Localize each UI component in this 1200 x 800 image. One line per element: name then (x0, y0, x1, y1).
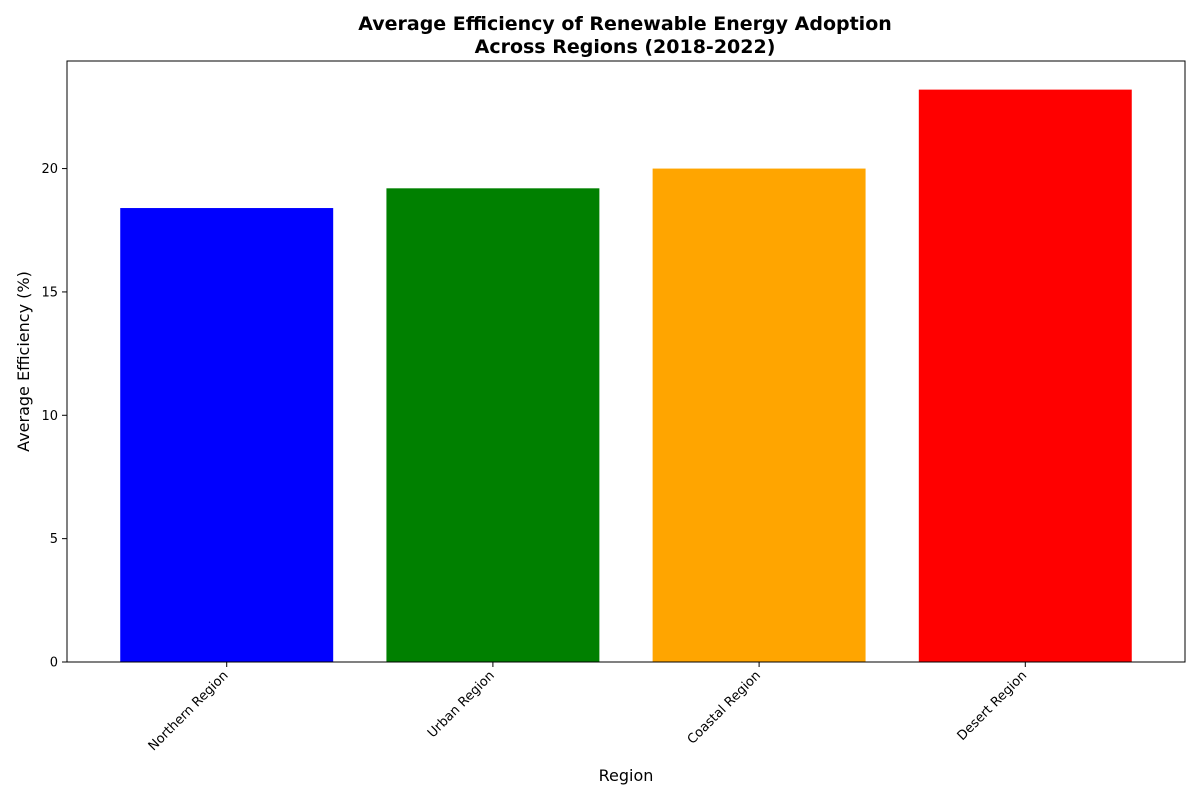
chart-title-line-2: Across Regions (2018-2022) (475, 36, 776, 58)
bars-group (120, 89, 1132, 663)
bar-coastal-region (652, 168, 866, 662)
x-axis-label: Region (599, 766, 654, 785)
bar-urban-region (386, 188, 600, 662)
y-tick-label: 15 (41, 285, 58, 300)
y-axis-label: Average Efficiency (%) (14, 271, 33, 452)
y-axis-ticks: 0 5 10 15 20 (41, 162, 67, 671)
y-tick-label: 10 (41, 409, 58, 424)
chart-title-line-1: Average Efficiency of Renewable Energy A… (358, 13, 892, 35)
y-tick-label: 20 (41, 162, 58, 177)
y-tick-label: 0 (50, 656, 58, 671)
bar-northern-region (120, 208, 334, 663)
y-tick-label: 5 (50, 532, 58, 547)
plot-frame (66, 60, 1186, 663)
bar-desert-region (918, 89, 1132, 663)
